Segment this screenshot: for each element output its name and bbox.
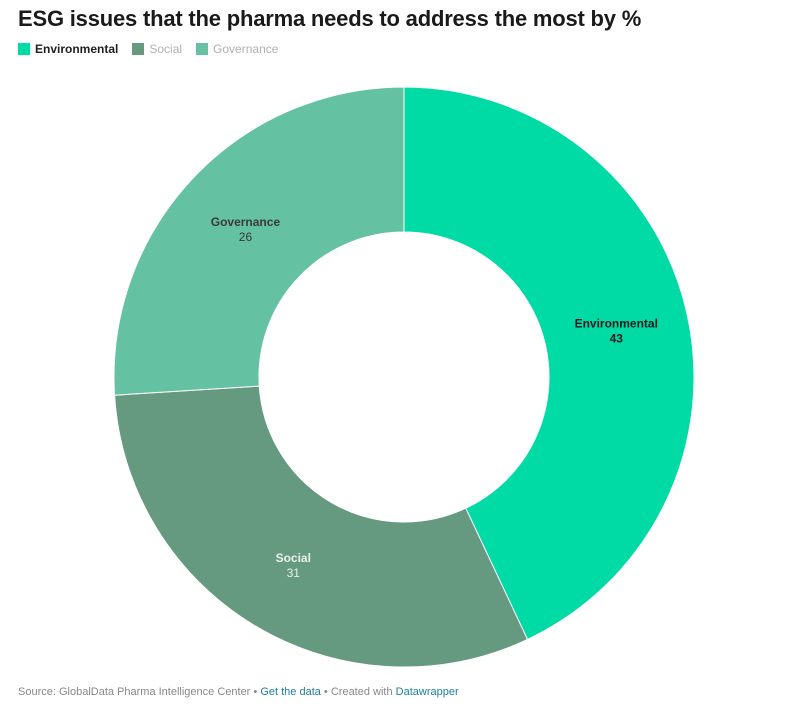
chart-title: ESG issues that the pharma needs to addr…	[18, 6, 642, 31]
legend-label-environmental: Environmental	[35, 42, 119, 56]
footer-separator-1: •	[250, 686, 261, 698]
slice-social[interactable]	[114, 385, 529, 668]
slice-value-label: 26	[239, 230, 253, 244]
slice-environmental[interactable]	[403, 86, 695, 641]
slice-value-label: 43	[610, 332, 624, 346]
legend-label-governance: Governance	[213, 42, 279, 56]
legend-item-environmental[interactable]: Environmental	[18, 42, 118, 56]
datawrapper-link[interactable]: Datawrapper	[395, 686, 459, 698]
legend-item-social[interactable]: Social	[132, 42, 182, 56]
legend-swatch-social	[132, 43, 145, 55]
legend-swatch-governance	[196, 43, 209, 55]
legend: Environmental Social Governance	[18, 42, 292, 56]
slice-category-label: Governance	[211, 215, 281, 229]
slice-value-label: 31	[287, 566, 301, 580]
footer-source: Source: GlobalData Pharma Intelligence C…	[18, 686, 251, 698]
slice-category-label: Environmental	[575, 317, 658, 331]
legend-item-governance[interactable]: Governance	[196, 42, 278, 56]
get-data-link[interactable]: Get the data	[260, 686, 321, 698]
footer-created-with: Created with	[330, 686, 393, 698]
footer: Source: GlobalData Pharma Intelligence C…	[18, 686, 459, 698]
slice-category-label: Social	[276, 551, 311, 565]
legend-swatch-environmental	[18, 43, 30, 55]
footer-separator-2: •	[320, 686, 331, 698]
legend-label-social: Social	[149, 42, 183, 56]
slice-governance[interactable]	[113, 86, 405, 396]
